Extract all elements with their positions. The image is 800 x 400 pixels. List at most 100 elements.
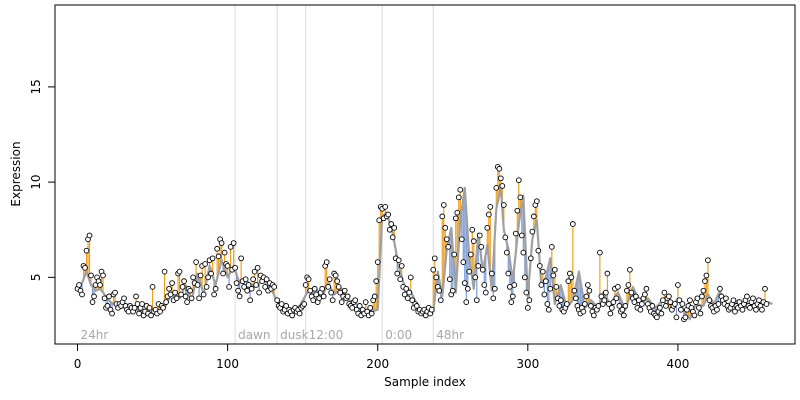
phase-label: 12:00: [309, 328, 344, 342]
data-point: [553, 284, 560, 290]
data-point: [523, 289, 530, 296]
data-point: [472, 274, 479, 281]
data-point: [762, 285, 768, 292]
data-point: [161, 268, 168, 275]
data-point: [251, 268, 258, 275]
data-point: [678, 306, 684, 313]
data-point: [467, 251, 474, 258]
data-point: [326, 276, 333, 283]
data-point: [487, 204, 494, 210]
data-point: [224, 263, 231, 269]
data-point: [515, 177, 522, 184]
data-point: [230, 240, 237, 246]
data-point: [753, 306, 759, 313]
data-point: [691, 312, 698, 319]
data-point: [526, 297, 533, 304]
data-points: [74, 164, 770, 323]
data-point: [215, 253, 222, 260]
data-point: [367, 304, 374, 311]
data-point: [443, 236, 450, 243]
data-point: [203, 284, 210, 290]
x-tick-label: 200: [366, 357, 389, 371]
data-point: [382, 204, 389, 210]
data-point: [591, 312, 597, 319]
data-point: [673, 314, 680, 321]
data-point: [461, 280, 468, 286]
phase-label: 24hr: [81, 328, 109, 342]
data-point: [371, 293, 378, 300]
data-point: [544, 301, 551, 307]
data-point: [436, 287, 443, 294]
data-point: [160, 304, 166, 311]
data-point: [374, 259, 381, 265]
data-point: [301, 301, 308, 307]
data-point: [82, 264, 88, 271]
data-point: [706, 297, 713, 304]
data-point: [431, 255, 438, 262]
data-point: [373, 278, 380, 285]
data-point: [466, 268, 473, 275]
data-point: [633, 293, 639, 300]
data-point: [221, 249, 228, 256]
y-tick-label: 10: [29, 174, 43, 189]
data-point: [428, 306, 435, 313]
data-point: [676, 297, 683, 304]
data-point: [533, 198, 540, 205]
data-point: [493, 184, 500, 191]
data-point: [218, 240, 225, 246]
data-point: [181, 278, 187, 285]
x-tick-label: 300: [516, 357, 539, 371]
data-point: [499, 183, 506, 189]
data-point: [388, 221, 395, 227]
data-point: [362, 299, 369, 305]
data-point: [500, 202, 507, 208]
data-point: [470, 238, 477, 245]
data-point: [184, 299, 190, 305]
data-point: [702, 278, 708, 285]
phase-label: dusk: [280, 328, 308, 342]
data-point: [759, 306, 765, 313]
data-point: [518, 232, 525, 239]
data-point: [250, 276, 256, 283]
data-point: [642, 291, 648, 298]
data-point: [458, 236, 465, 243]
data-point: [663, 303, 669, 309]
data-point: [613, 295, 620, 302]
phase-label: dawn: [238, 328, 270, 342]
data-point: [488, 270, 495, 277]
data-point: [597, 249, 603, 256]
data-point: [643, 285, 650, 292]
data-point: [238, 255, 244, 262]
data-point: [391, 224, 398, 231]
data-point: [509, 293, 516, 300]
data-point: [320, 293, 327, 300]
data-point: [568, 274, 575, 281]
data-point: [520, 249, 527, 256]
data-point: [356, 303, 363, 309]
data-point: [482, 289, 489, 296]
data-point: [329, 297, 336, 304]
data-point: [557, 297, 564, 304]
data-point: [253, 282, 259, 288]
data-point: [236, 293, 243, 300]
data-point: [439, 213, 446, 220]
data-point: [739, 306, 746, 313]
data-point: [657, 304, 663, 311]
data-point: [194, 282, 201, 288]
data-point: [569, 221, 576, 227]
data-point: [637, 306, 644, 313]
data-point: [131, 304, 138, 311]
data-point: [476, 232, 483, 239]
plot-frame: [54, 4, 796, 345]
data-point: [625, 282, 632, 288]
data-point: [571, 287, 578, 294]
data-point: [521, 274, 528, 281]
data-point: [325, 284, 332, 290]
data-point: [616, 303, 623, 309]
data-point: [583, 293, 590, 300]
data-point: [539, 268, 546, 275]
data-point: [112, 289, 118, 296]
data-point: [580, 308, 587, 315]
data-point: [541, 291, 548, 298]
data-point: [454, 209, 461, 216]
